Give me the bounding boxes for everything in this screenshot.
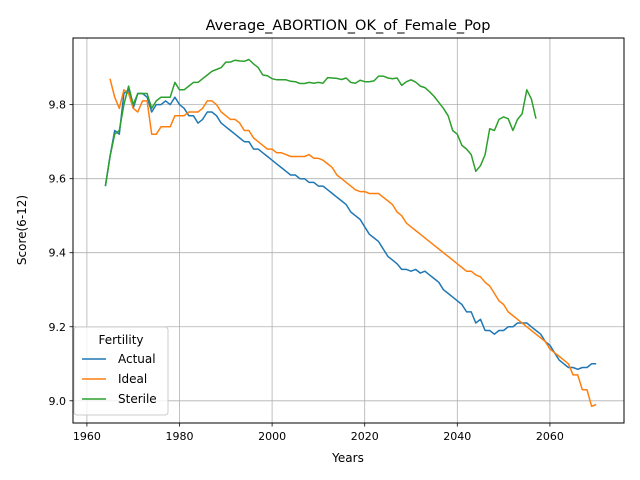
series-lines: [104, 58, 597, 408]
plot-frame: [72, 37, 625, 424]
chart-title: Average_ABORTION_OK_of_Female_Pop: [206, 18, 491, 34]
series-line-ideal: [109, 78, 597, 408]
x-tick-label: 2000: [258, 430, 286, 443]
legend-label-actual: Actual: [118, 352, 156, 366]
series-line-sterile: [104, 58, 537, 187]
x-tick-label: 1980: [165, 430, 193, 443]
x-axis-label: Years: [331, 451, 364, 465]
y-tick-label: 9.0: [49, 395, 67, 408]
legend-label-ideal: Ideal: [118, 372, 147, 386]
legend: Fertility Actual Ideal Sterile: [73, 326, 169, 416]
x-tick-label: 1960: [73, 430, 101, 443]
y-tick-label: 9.2: [49, 321, 67, 334]
y-axis-label: Score(6-12): [15, 195, 29, 265]
y-tick-label: 9.4: [49, 247, 67, 260]
legend-label-sterile: Sterile: [118, 392, 157, 406]
y-axis-ticks: 9.0 9.2 9.4 9.6 9.8: [49, 99, 73, 408]
x-tick-label: 2060: [536, 430, 564, 443]
x-tick-label: 2040: [443, 430, 471, 443]
y-tick-label: 9.6: [49, 173, 67, 186]
y-tick-label: 9.8: [49, 99, 67, 112]
legend-title: Fertility: [98, 333, 143, 347]
x-tick-label: 2020: [351, 430, 379, 443]
legend-entries: Actual Ideal Sterile: [82, 352, 157, 406]
x-axis-ticks: 1960 1980 2000 2020 2040 2060: [73, 423, 564, 443]
legend-box: [73, 326, 169, 416]
